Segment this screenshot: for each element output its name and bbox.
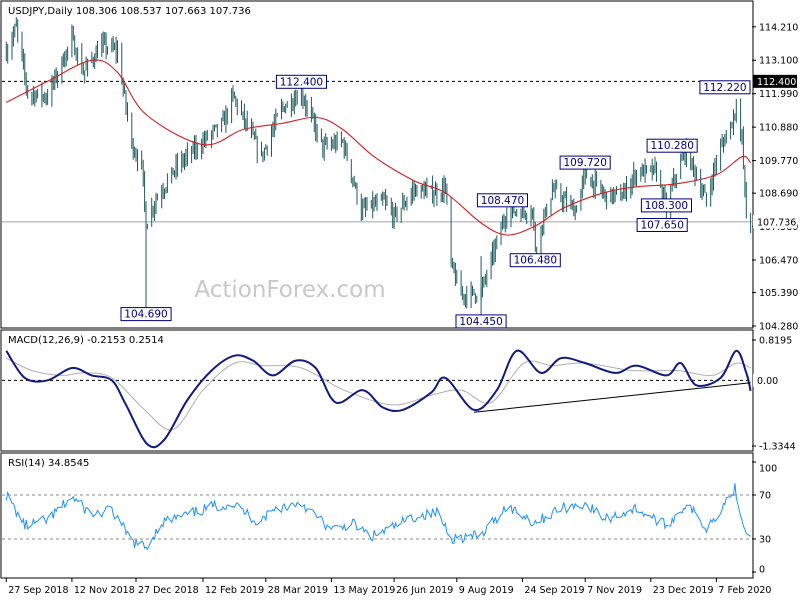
annotation-box: [455, 314, 507, 329]
axis-layer: 114.210 113.100 111.990 110.880 109.770 108.6…: [5, 22, 798, 596]
current-price-tag-label: 107.736: [757, 217, 796, 228]
price-y-tick-label: 114.210: [759, 22, 798, 33]
rsi-panel-frame: [0, 452, 754, 579]
price-panel-frame: [0, 0, 754, 329]
rsi-line: [5, 483, 751, 551]
x-tick-label: 7 Feb 2020: [718, 585, 771, 596]
macd-y-tick-label: -1.3344: [759, 442, 796, 453]
annotation-box: [476, 193, 528, 208]
resistance-tag-label: 112.400: [757, 77, 796, 88]
annotation-box: [559, 155, 611, 170]
annotation-box: [646, 138, 698, 153]
x-tick-label: 27 Sep 2018: [8, 585, 68, 596]
price-header: USDJPY,Daily 108.306 108.537 107.663 107…: [8, 6, 251, 17]
macd-current-tag: [753, 373, 797, 387]
x-tick-label: 28 Mar 2019: [268, 585, 328, 596]
resistance-tag: [753, 74, 797, 88]
annotation-box: [699, 80, 751, 95]
annotation-box: [275, 74, 327, 89]
moving-average-line: [6, 59, 752, 236]
current-price-tag: [753, 215, 797, 229]
annotation-label: 110.280: [650, 140, 693, 152]
annotation-box: [640, 198, 693, 213]
x-tick-label: 26 Jun 2019: [396, 585, 453, 596]
macd-line: [5, 349, 752, 449]
price-y-tick-label: 106.470: [759, 256, 798, 267]
x-tick-label: 24 Sep 2019: [524, 585, 584, 596]
price-y-tick-label: 113.100: [759, 56, 798, 67]
x-tick-label: 23 Dec 2019: [653, 585, 714, 596]
x-tick-label: 7 Nov 2019: [587, 585, 642, 596]
annotation-box: [120, 307, 172, 322]
x-tick-label: 9 Aug 2019: [459, 585, 514, 596]
price-y-tick-label: 104.280: [759, 322, 798, 333]
price-y-tick-label: 105.390: [759, 288, 798, 299]
annotation-box: [636, 218, 688, 232]
annotation-label: 104.690: [124, 309, 167, 321]
x-tick-label: 27 Dec 2018: [138, 585, 199, 596]
macd-header: MACD(12,26,9) -0.2153 0.2514: [8, 335, 164, 346]
macd-layer: [2, 349, 752, 449]
annotation-label: 112.220: [703, 82, 746, 94]
price-y-tick-label: 111.990: [759, 89, 798, 100]
annotation-box: [509, 253, 561, 268]
macd-y-tick-label: 0.8195: [759, 336, 792, 347]
rsi-y-tick-label: 30: [759, 535, 771, 546]
annotation-label: 106.480: [514, 255, 557, 267]
annotation-label: 109.720: [563, 157, 606, 169]
price-y-tick-label: 108.690: [759, 189, 798, 200]
macd-signal-line: [6, 357, 751, 431]
price-y-tick-label: 109.770: [759, 156, 798, 167]
rsi-layer: [2, 483, 752, 551]
x-tick-label: 12 Nov 2018: [74, 585, 135, 596]
annotation-label: 108.470: [481, 195, 524, 207]
x-tick-label: 12 Feb 2019: [205, 585, 264, 596]
price-layer: 112.400 104.690 104.450 108.470 106.480 109.7…: [2, 16, 752, 329]
rsi-header: RSI(14) 34.8545: [8, 458, 89, 469]
price-y-tick-label: 110.880: [759, 123, 798, 134]
rsi-y-tick-label: 0: [759, 565, 765, 576]
annotation-label: 104.450: [459, 316, 502, 328]
rsi-y-tick-label: 100: [759, 464, 777, 475]
macd-trendline: [473, 382, 751, 413]
macd-panel-frame: [0, 329, 754, 452]
annotation-label: 108.300: [645, 200, 688, 212]
annotation-label: 107.650: [640, 220, 683, 232]
x-tick-label: 13 May 2019: [333, 585, 395, 596]
rsi-y-tick-label: 70: [759, 491, 771, 502]
watermark: ActionForex.com: [194, 277, 385, 303]
annotation-label: 112.400: [280, 76, 323, 88]
macd-current-tag-label: 0.00: [757, 376, 778, 387]
